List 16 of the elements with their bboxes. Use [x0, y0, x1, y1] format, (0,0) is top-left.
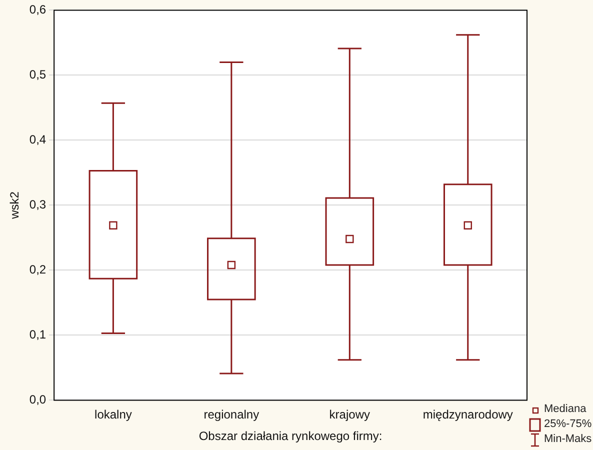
y-tick-label: 0,1: [29, 328, 46, 342]
x-axis-title: Obszar działania rynkowego firmy:: [198, 429, 382, 444]
y-tick-label: 0,2: [29, 262, 46, 277]
y-tick-label: 0,3: [29, 198, 46, 212]
x-tick-label: krajowy: [329, 408, 370, 422]
x-tick-label: międzynarodowy: [422, 408, 513, 422]
y-axis-title: wsk2: [8, 191, 22, 220]
text: Min-Maks: [544, 432, 592, 447]
x-tick-label: lokalny: [94, 408, 132, 422]
x-tick-label: regionalny: [204, 408, 260, 422]
text: 25%-75%: [544, 417, 592, 432]
y-tick-label: 0,5: [29, 68, 46, 82]
y-tick-label: 0,4: [29, 132, 46, 147]
y-tick-label: 0,0: [29, 392, 46, 407]
text: Mediana: [544, 402, 586, 417]
y-tick-label: 0,6: [29, 2, 46, 17]
